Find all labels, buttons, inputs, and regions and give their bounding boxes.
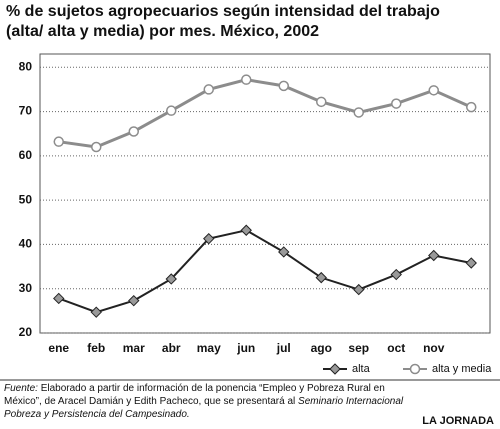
point xyxy=(428,249,440,262)
point xyxy=(241,74,252,85)
point xyxy=(165,273,177,285)
point xyxy=(465,257,477,269)
x-tick-label: ago xyxy=(311,341,332,355)
series-line xyxy=(58,78,472,149)
x-tick-label: jun xyxy=(236,341,255,355)
legend-label: alta xyxy=(352,363,371,375)
chart-title: % de sujetos agropecuarios según intensi… xyxy=(6,3,440,20)
x-tick-label: jul xyxy=(276,341,291,355)
point xyxy=(203,84,214,95)
source-text: Elaborado a partir de información de la … xyxy=(4,383,385,407)
source-label: Fuente: xyxy=(4,383,38,394)
chart-subtitle: (alta/ alta y media) por mes. México, 20… xyxy=(6,23,319,40)
point xyxy=(353,283,365,296)
point xyxy=(53,292,65,305)
series-line xyxy=(58,229,472,314)
point xyxy=(409,363,421,375)
x-tick-label: may xyxy=(197,341,221,355)
credit: LA JORNADA xyxy=(422,415,494,427)
x-tick-label: abr xyxy=(162,341,181,355)
point xyxy=(166,105,177,116)
x-tick-label: sep xyxy=(348,341,369,355)
y-tick-label: 70 xyxy=(19,104,33,118)
point xyxy=(428,85,439,96)
point xyxy=(91,141,102,153)
point xyxy=(329,363,341,375)
x-tick-label: mar xyxy=(123,341,145,355)
point xyxy=(353,107,364,118)
x-tick-label: feb xyxy=(87,341,105,355)
point xyxy=(466,101,477,113)
point xyxy=(90,306,102,318)
y-tick-label: 40 xyxy=(19,237,33,251)
point xyxy=(278,80,289,92)
legend-label: alta y media xyxy=(432,363,492,375)
x-tick-label: ene xyxy=(48,341,69,355)
y-tick-label: 30 xyxy=(19,281,33,295)
point xyxy=(278,246,290,258)
point xyxy=(240,224,252,236)
point xyxy=(128,126,139,137)
source-box: Fuente: Elaborado a partir de informació… xyxy=(4,382,424,421)
point xyxy=(390,268,402,281)
point xyxy=(128,294,140,307)
point xyxy=(53,136,64,147)
y-tick-label: 60 xyxy=(19,148,33,162)
point xyxy=(203,232,215,245)
source-event: Seminario Internacional Pobreza y Persis… xyxy=(4,396,404,420)
point xyxy=(315,271,327,284)
point xyxy=(391,98,402,109)
y-tick-label: 80 xyxy=(19,59,33,73)
y-tick-label: 50 xyxy=(19,192,33,206)
x-tick-label: oct xyxy=(387,341,405,355)
x-tick-label: nov xyxy=(423,341,445,355)
source-note: Fuente: Elaborado a partir de informació… xyxy=(4,382,424,421)
y-tick-label: 20 xyxy=(19,325,33,339)
point xyxy=(316,96,327,108)
